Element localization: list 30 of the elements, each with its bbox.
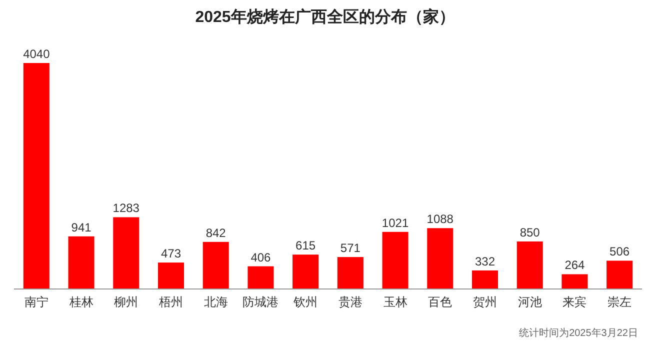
data-label: 473 [160,246,182,261]
text: 统计时间为2025年3月22日 [519,327,638,339]
x-tick-label: 梧州 [158,295,183,309]
x-tick-label: 桂林 [68,295,94,309]
data-label: 332 [474,254,496,268]
x-tick-label: 百色 [428,295,452,309]
data-label: 1088 [426,212,454,226]
data-label: 264 [564,258,586,272]
x-tick-label: 北海 [204,295,228,309]
x-tick-label: 南宁 [24,295,48,309]
chart-title: 2025年烧烤在广西全区的分布（家） [195,7,455,26]
data-label: 506 [610,244,630,259]
data-label: 4040 [23,47,50,61]
x-tick-label: 河池 [518,295,542,309]
x-tick-label: 贺州 [473,295,497,309]
data-label: 615 [296,238,316,253]
data-label: 406 [250,250,272,264]
x-tick-label: 柳州 [114,295,138,309]
x-tick-label: 防城港 [242,295,279,309]
data-label: 842 [206,226,226,240]
data-label: 1283 [112,201,140,216]
x-tick-label: 崇左 [608,295,632,309]
data-label: 1021 [382,216,409,230]
data-label: 850 [520,225,540,240]
x-tick-label: 贵港 [338,295,362,309]
data-label: 571 [340,241,361,256]
x-tick-label: 钦州 [292,295,318,309]
x-tick-label: 玉林 [383,295,408,309]
x-tick-label: 来宾 [562,295,587,309]
data-label: 941 [71,220,92,234]
